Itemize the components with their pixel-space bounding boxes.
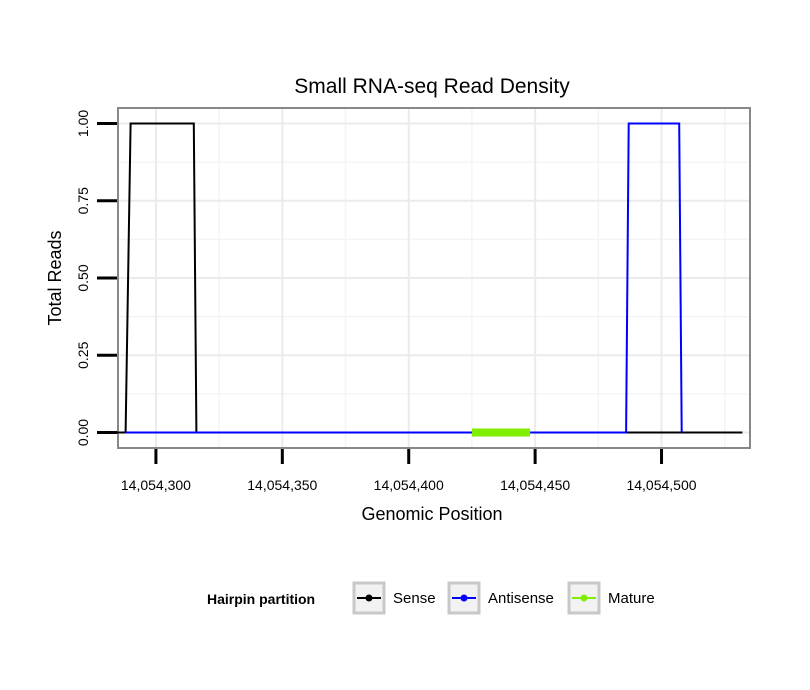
legend-key-dot bbox=[460, 594, 468, 602]
legend-title: Hairpin partition bbox=[207, 591, 315, 607]
x-tick-label: 14,054,350 bbox=[247, 477, 317, 493]
x-tick-label: 14,054,400 bbox=[374, 477, 444, 493]
y-tick-label: 0.25 bbox=[75, 341, 91, 368]
grid bbox=[118, 108, 750, 448]
series-layer bbox=[110, 122, 743, 437]
chart-title: Small RNA-seq Read Density bbox=[294, 75, 570, 98]
legend-key-dot bbox=[580, 594, 588, 602]
legend-label-sense: Sense bbox=[393, 590, 436, 607]
legend-label-mature: Mature bbox=[608, 590, 655, 607]
x-tick-label: 14,054,450 bbox=[500, 477, 570, 493]
legend-key-dot bbox=[365, 594, 373, 602]
x-tick-label: 14,054,500 bbox=[626, 477, 696, 493]
y-tick-label: 1.00 bbox=[75, 110, 91, 137]
x-axis-label: Genomic Position bbox=[361, 504, 502, 524]
y-axis: 0.00 0.25 0.50 0.75 1.00 bbox=[75, 110, 117, 446]
plot-panel-border bbox=[117, 107, 751, 449]
y-tick-label: 0.00 bbox=[75, 419, 91, 446]
legend-label-antisense: Antisense bbox=[488, 590, 554, 607]
x-axis: 14,054,300 14,054,350 14,054,400 14,054,450… bbox=[121, 449, 697, 493]
y-axis-label: Total Reads bbox=[45, 230, 65, 325]
legend: Hairpin partition Sense Antisense Mature bbox=[207, 581, 655, 615]
x-tick-label: 14,054,300 bbox=[121, 477, 191, 493]
y-tick-label: 0.75 bbox=[75, 187, 91, 214]
series-line-antisense bbox=[125, 122, 683, 434]
y-tick-label: 0.50 bbox=[75, 264, 91, 291]
